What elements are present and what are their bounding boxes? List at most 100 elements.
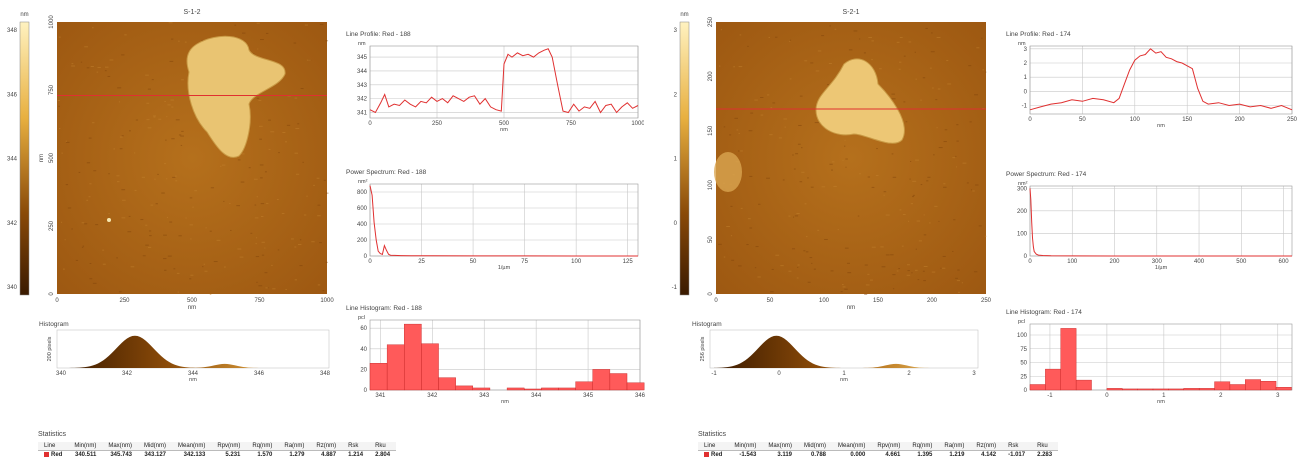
histogram-bar [438,377,456,391]
surface-texture [876,148,878,150]
surface-texture [896,270,899,272]
surface-texture [86,162,91,164]
surface-texture [789,39,792,41]
surface-texture [171,106,174,108]
histogram-bar [472,387,491,391]
surface-texture [258,100,262,102]
surface-texture [317,215,321,217]
surface-texture [947,83,952,85]
statistics-value: 340.511 [74,452,97,459]
image-y-tick: 50 [708,236,714,243]
statistics-cell: -1.017 [1002,451,1031,460]
surface-particle [107,218,111,222]
surface-texture [121,54,125,56]
line-histogram-chart: Line Histogram: Red - 188 pcl 0 20 40 60 341 34… [346,305,646,404]
surface-texture [164,100,166,102]
surface-texture [898,268,901,270]
surface-texture [868,36,873,38]
surface-texture [194,190,197,192]
histogram-x-tick: 0 [777,371,781,377]
surface-texture [978,225,982,227]
x-tick-label: 1 [1162,393,1166,399]
surface-texture [814,122,819,124]
x-tick-label: 750 [566,121,577,127]
surface-texture [319,24,324,26]
statistics-row[interactable]: Red -1.543 3.119 0.788 0.000 4.661 1.395 1.219 4… [698,451,1058,460]
surface-texture [149,235,152,237]
surface-texture [178,40,180,42]
y-tick-label: 0 [364,254,368,260]
histogram-title: Histogram [692,321,722,328]
surface-texture [793,168,796,170]
surface-texture [276,199,279,201]
statistics-value: 4.142 [981,452,997,459]
chart-title: Power Spectrum: Red - 174 [1006,171,1087,178]
statistics-header-cell: Mean(nm) [832,442,872,451]
surface-texture [920,99,922,101]
histogram-bar [524,388,542,391]
surface-texture [294,97,298,99]
surface-texture [248,167,251,169]
image-title: S-1-2 [183,9,200,16]
surface-texture [903,55,906,57]
surface-texture [189,224,193,226]
statistics-table: Line Min(nm) Max(nm) Mid(nm) Mean(nm) Rpv(nm)… [698,442,1059,460]
statistics-cell: 2.804 [369,451,396,460]
surface-texture [906,264,910,266]
surface-texture [319,242,322,244]
surface-texture [943,186,947,188]
surface-texture [256,22,260,24]
surface-texture [58,36,61,38]
surface-texture [322,290,325,292]
surface-texture [892,274,896,276]
surface-texture [185,217,187,219]
colorbar-tick: 2 [674,92,678,98]
surface-texture [944,129,948,131]
statistics-cell: 1.279 [278,451,310,460]
x-tick-label: 600 [1279,259,1290,265]
image-y-tick: 750 [49,84,55,95]
y-tick-label: 200 [1017,209,1028,215]
surface-texture [108,213,110,215]
red-line-swatch [44,452,49,457]
surface-texture [236,205,240,207]
surface-texture [241,153,245,155]
surface-texture [738,132,740,134]
surface-texture [844,247,849,249]
height-histogram-area [61,335,325,368]
statistics-cell: 5.231 [211,451,246,460]
statistics-header-cell: Mid(nm) [798,442,833,451]
surface-texture [84,46,88,48]
chart-y-unit: pcl [1018,319,1025,325]
red-line-swatch [704,452,709,457]
surface-texture [974,94,979,96]
surface-texture [840,291,843,293]
image-x-tick: 1000 [320,298,334,304]
plot-frame [1029,185,1293,257]
surface-texture [145,74,149,76]
histogram-bar [1029,384,1046,391]
surface-texture [260,39,264,41]
surface-texture [946,60,949,62]
surface-texture [75,259,79,261]
surface-texture [147,127,152,129]
surface-texture [925,27,928,29]
surface-texture [326,192,329,194]
statistics-header-row: Line Min(nm) Max(nm) Mid(nm) Mean(nm) Rpv(nm)… [698,442,1059,451]
surface-texture [976,47,980,49]
surface-texture [180,144,183,146]
surface-texture [858,38,861,40]
surface-texture [929,67,932,69]
surface-texture [60,221,63,223]
surface-texture [757,276,761,278]
statistics-header-cell: Mid(nm) [138,442,173,451]
x-tick-label: 0 [368,259,372,265]
surface-texture [133,152,136,154]
surface-texture [104,70,107,72]
surface-texture [113,148,116,150]
histogram-x-tick: 348 [320,371,331,377]
statistics-row[interactable]: Red 340.511 345.743 343.127 342.133 5.231 1.57… [38,451,396,460]
line-profile-chart: Line Profile: Red - 188 nm 341 342 343 344 345… [346,31,644,132]
surface-texture [923,234,927,236]
surface-texture [910,160,912,162]
